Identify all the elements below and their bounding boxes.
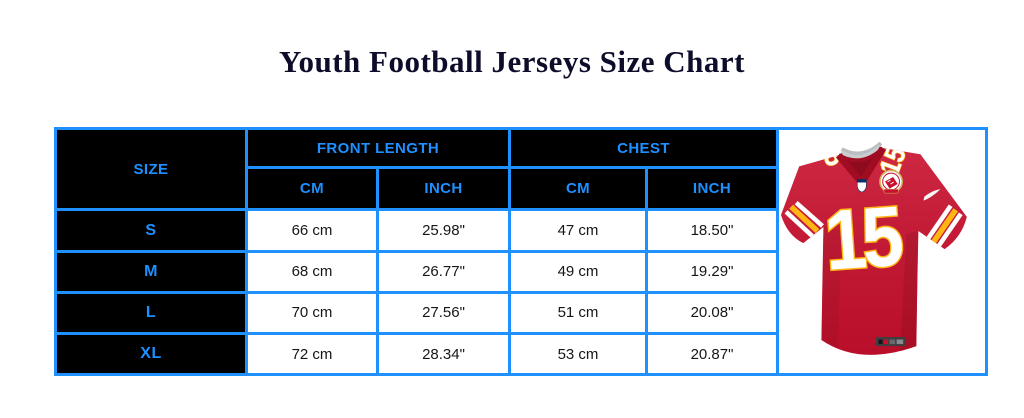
front-length-cm-s: 66 cm <box>245 208 379 253</box>
row-label-l: L <box>54 290 248 336</box>
chest-inch-xl: 20.87" <box>645 332 780 377</box>
header-size: SIZE <box>54 126 248 212</box>
right-sleeve-stripe-gold <box>931 208 959 244</box>
row-label-s: S <box>54 208 248 253</box>
subheader-front-cm: CM <box>245 166 379 212</box>
page-title: Youth Football Jerseys Size Chart <box>279 44 745 79</box>
subheader-front-inch: INCH <box>375 166 512 212</box>
chest-cm-l: 51 cm <box>508 290 649 336</box>
team-patch-logo <box>879 169 904 194</box>
front-length-inch-m: 26.77" <box>375 249 512 294</box>
size-chart-table: SIZE FRONT LENGTH CHEST <box>54 126 989 377</box>
table-row-s: S 66 cm 25.98" 47 cm 18.50" <box>54 208 987 253</box>
jersey-photo-cell: 15 15 <box>776 126 989 377</box>
jersey-lighting <box>781 148 967 355</box>
subheader-chest-cm: CM <box>508 166 649 212</box>
jersey-illustration: 15 15 <box>781 141 967 355</box>
right-sleeve-stripe-white-bottom <box>936 212 963 248</box>
front-length-cm-xl: 72 cm <box>245 332 379 377</box>
front-length-inch-s: 25.98" <box>375 208 512 253</box>
left-sleeve-stripe-gold <box>789 204 820 234</box>
chest-number: 15 <box>822 188 906 288</box>
header-front-length: FRONT LENGTH <box>244 126 512 170</box>
left-sleeve-stripe-white-bottom <box>784 210 814 238</box>
collar-back-trim <box>840 144 882 160</box>
table-row-m: M 68 cm 26.77" 49 cm 19.29" <box>54 249 987 294</box>
row-label-xl: XL <box>54 332 248 377</box>
table-row-xl: XL 72 cm 28.34" 53 cm 20.87" <box>54 332 987 377</box>
collar-inner-shadow <box>838 148 884 181</box>
right-sleeve-stripe-white-top <box>926 204 953 240</box>
chest-cm-xl: 53 cm <box>508 332 649 377</box>
front-length-cm-l: 70 cm <box>245 290 379 336</box>
front-length-inch-xl: 28.34" <box>375 332 512 377</box>
collar-front-band <box>837 146 885 163</box>
left-sleeve-stripe-white-top <box>794 201 824 228</box>
swoosh-icon <box>923 189 941 201</box>
jock-tag <box>875 337 906 347</box>
front-length-cm-m: 68 cm <box>245 249 379 294</box>
header-chest: CHEST <box>508 126 780 170</box>
chest-cm-s: 47 cm <box>508 208 649 253</box>
chest-cm-m: 49 cm <box>508 249 649 294</box>
table-row-l: L 70 cm 27.56" 51 cm 20.08" <box>54 290 987 336</box>
chest-inch-s: 18.50" <box>645 208 780 253</box>
subheader-chest-inch: INCH <box>645 166 780 212</box>
chest-inch-l: 20.08" <box>645 290 780 336</box>
row-label-m: M <box>54 249 248 294</box>
jersey-image: 15 15 <box>779 130 985 373</box>
front-length-inch-l: 27.56" <box>375 290 512 336</box>
chest-inch-m: 19.29" <box>645 249 780 294</box>
nfl-shield-logo <box>856 179 867 193</box>
